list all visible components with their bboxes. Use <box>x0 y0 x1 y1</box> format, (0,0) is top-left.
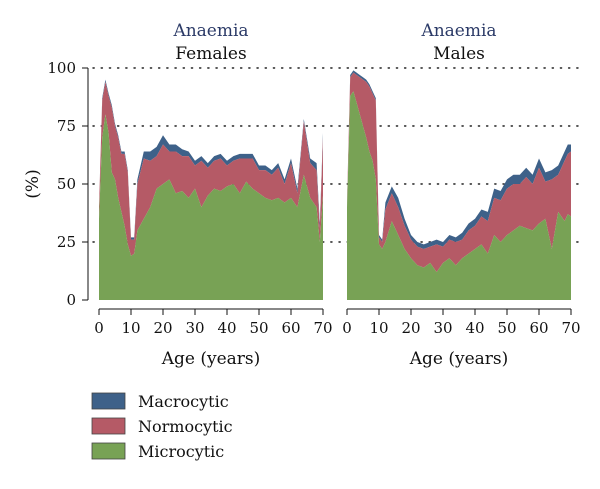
legend-swatch-normocytic <box>91 417 126 435</box>
panel-2-x-axis-label: Age (years) <box>409 349 509 369</box>
panel-1-x-axis-label: Age (years) <box>161 349 261 369</box>
panel-1-x-tick-label-50: 50 <box>249 319 268 337</box>
panel-2-area-normocytic <box>347 72 571 273</box>
legend-swatch-macrocytic <box>91 392 126 410</box>
panel-2-x-tick-label-10: 10 <box>369 319 388 337</box>
panel-1-area-normocytic <box>99 81 323 256</box>
panel-2-x-tick-label-50: 50 <box>497 319 516 337</box>
y-axis-label: (%) <box>23 169 43 198</box>
panel-1-x-tick-label-0: 0 <box>94 319 104 337</box>
y-tick-label-0: 0 <box>66 291 76 309</box>
y-tick-label-100: 100 <box>47 59 76 77</box>
legend-swatch-microcytic <box>91 442 126 460</box>
panel-2-x-tick-label-0: 0 <box>342 319 352 337</box>
panel-2-x-tick-label-30: 30 <box>433 319 452 337</box>
y-tick-label-25: 25 <box>57 233 76 251</box>
panel-1-title-top: Anaemia <box>172 21 248 41</box>
legend-label-normocytic: Normocytic <box>138 417 233 436</box>
panel-1-x-tick-label-70: 70 <box>313 319 332 337</box>
panel-2-x-tick-label-40: 40 <box>465 319 484 337</box>
panel-1-title-sub: Females <box>175 44 246 64</box>
legend-label-macrocytic: Macrocytic <box>138 392 229 411</box>
panel-1-x-tick-label-10: 10 <box>121 319 140 337</box>
y-tick-label-50: 50 <box>57 175 76 193</box>
y-tick-label-75: 75 <box>57 117 76 135</box>
panel-2-title-top: Anaemia <box>420 21 496 41</box>
panel-1-area-microcytic <box>99 114 323 301</box>
legend-label-microcytic: Microcytic <box>138 442 224 461</box>
panel-1-x-tick-label-20: 20 <box>153 319 172 337</box>
panel-2-x-tick-label-60: 60 <box>529 319 548 337</box>
panel-1-x-tick-label-40: 40 <box>217 319 236 337</box>
panel-1-x-tick-label-60: 60 <box>281 319 300 337</box>
panel-1-x-tick-label-30: 30 <box>185 319 204 337</box>
panel-2-x-tick-label-70: 70 <box>561 319 580 337</box>
panel-2-title-sub: Males <box>433 44 485 64</box>
panel-2-area-microcytic <box>347 91 571 300</box>
panel-2-x-tick-label-20: 20 <box>401 319 420 337</box>
